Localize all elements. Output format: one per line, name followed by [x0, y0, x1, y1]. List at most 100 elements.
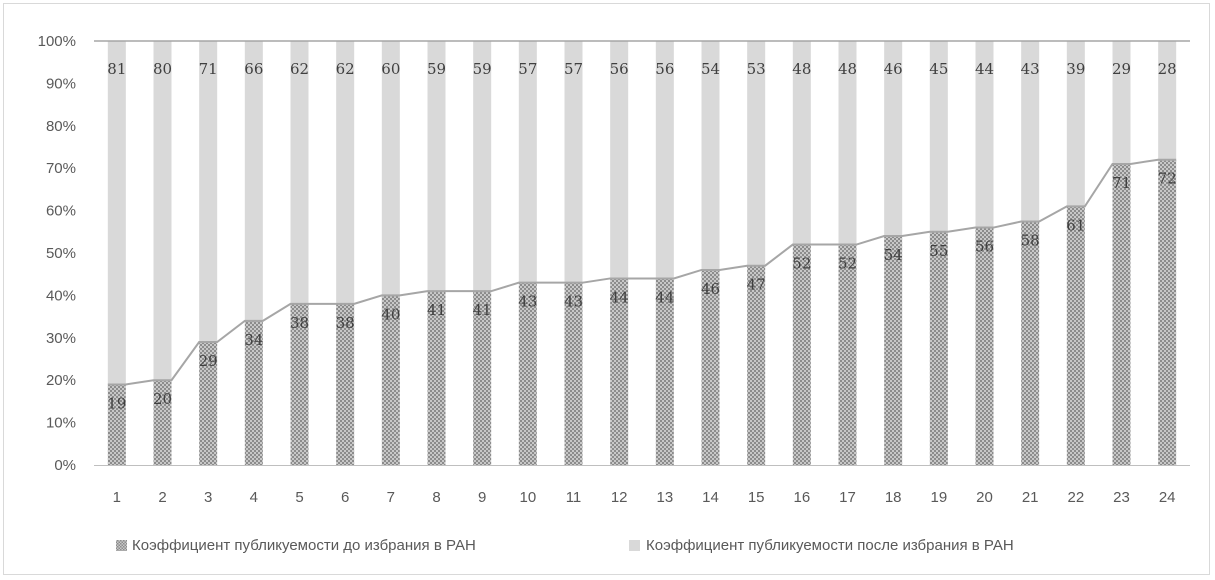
bar-after-14 — [701, 41, 720, 270]
bar-before-17 — [838, 244, 857, 465]
bar-before-2 — [153, 380, 172, 465]
bar-after-5 — [290, 41, 309, 304]
data-label-after: 48 — [838, 60, 857, 78]
y-tick-label: 60% — [46, 203, 76, 220]
x-tick-label: 5 — [295, 489, 303, 506]
bar-after-1 — [107, 41, 126, 385]
bar-before-14 — [701, 269, 720, 465]
bar-after-13 — [655, 41, 674, 279]
data-label-before: 41 — [427, 301, 446, 319]
y-tick-label: 50% — [46, 245, 76, 262]
data-label-after: 29 — [1112, 60, 1131, 78]
data-label-after: 60 — [381, 60, 400, 78]
legend-label-after: Коэффициент публикуемости после избрания… — [646, 537, 1014, 554]
x-tick-label: 16 — [793, 489, 810, 506]
x-tick-label: 7 — [387, 489, 395, 506]
x-tick-label: 20 — [976, 489, 993, 506]
data-label-before: 20 — [153, 390, 172, 408]
data-label-before: 54 — [884, 246, 903, 264]
bar-before-8 — [427, 291, 446, 465]
bar-after-22 — [1066, 41, 1085, 207]
data-label-after: 48 — [792, 60, 811, 78]
legend-swatch-after — [629, 540, 640, 551]
y-tick-label: 80% — [46, 118, 76, 135]
data-label-before: 52 — [838, 255, 857, 273]
bar-after-3 — [199, 41, 218, 343]
data-label-after: 43 — [1021, 60, 1040, 78]
data-label-after: 45 — [929, 60, 948, 78]
data-label-before: 72 — [1158, 170, 1177, 188]
data-label-after: 44 — [975, 60, 994, 78]
x-tick-label: 3 — [204, 489, 212, 506]
y-tick-label: 10% — [46, 415, 76, 432]
bar-before-10 — [518, 282, 537, 465]
data-label-after: 54 — [701, 60, 720, 78]
bar-after-23 — [1112, 41, 1131, 164]
data-label-before: 19 — [107, 394, 126, 412]
data-label-before: 56 — [975, 238, 994, 256]
bar-before-13 — [655, 278, 674, 465]
x-tick-label: 22 — [1067, 489, 1084, 506]
x-tick-label: 11 — [566, 489, 582, 506]
bar-after-7 — [381, 41, 400, 296]
data-label-after: 56 — [610, 60, 629, 78]
x-tick-label: 19 — [930, 489, 947, 506]
bar-before-1 — [107, 384, 126, 465]
bar-after-18 — [884, 41, 903, 237]
bar-after-6 — [336, 41, 355, 304]
y-tick-label: 20% — [46, 372, 76, 389]
x-tick-label: 9 — [478, 489, 486, 506]
data-label-before: 44 — [610, 288, 629, 306]
series-line — [107, 158, 1177, 386]
data-label-before: 41 — [473, 301, 492, 319]
bar-before-20 — [975, 227, 994, 465]
x-tick-label: 6 — [341, 489, 349, 506]
bar-after-15 — [747, 41, 766, 266]
bar-after-4 — [244, 41, 263, 321]
data-label-after: 39 — [1066, 60, 1085, 78]
bar-before-7 — [381, 295, 400, 465]
x-tick-label: 12 — [611, 489, 628, 506]
legend-label-before: Коэффициент публикуемости до избрания в … — [132, 537, 476, 554]
data-label-before: 40 — [381, 305, 400, 323]
data-label-before: 44 — [655, 288, 674, 306]
data-label-before: 47 — [747, 276, 766, 294]
data-label-before: 43 — [564, 293, 583, 311]
x-tick-label: 1 — [113, 489, 121, 506]
bar-before-11 — [564, 282, 583, 465]
data-label-before: 52 — [792, 255, 811, 273]
bar-before-24 — [1158, 159, 1177, 465]
data-label-after: 56 — [655, 60, 674, 78]
data-label-before: 38 — [336, 314, 355, 332]
x-tick-label: 2 — [158, 489, 166, 506]
boundary-line — [107, 158, 1177, 386]
x-tick-label: 18 — [885, 489, 902, 506]
x-tick-label: 15 — [748, 489, 765, 506]
bar-before-22 — [1066, 206, 1085, 466]
bar-after-16 — [792, 41, 811, 245]
bar-after-12 — [610, 41, 629, 279]
data-label-after: 66 — [244, 60, 263, 78]
bar-after-10 — [518, 41, 537, 283]
legend-swatch-before — [116, 540, 127, 551]
y-axis: 0% 10% 20% 30% 40% 50% 60% 70% 80% 90% 100% — [38, 33, 76, 474]
data-label-after: 80 — [153, 60, 172, 78]
bar-after-8 — [427, 41, 446, 292]
x-axis: 1 2 3 4 5 6 7 8 9 10 11 12 13 14 15 16 17 18 19 20 21 22 23 24 — [94, 465, 1190, 506]
data-label-before: 61 — [1066, 216, 1085, 234]
bar-before-5 — [290, 303, 309, 465]
bar-before-6 — [336, 303, 355, 465]
data-label-after: 59 — [427, 60, 446, 78]
data-label-after: 71 — [199, 60, 218, 78]
data-label-before: 38 — [290, 314, 309, 332]
data-label-before: 71 — [1112, 174, 1131, 192]
x-tick-label: 23 — [1113, 489, 1130, 506]
x-tick-label: 8 — [432, 489, 440, 506]
y-tick-label: 90% — [46, 75, 76, 92]
data-label-before: 34 — [244, 331, 263, 349]
data-label-after: 62 — [336, 60, 355, 78]
data-label-after: 57 — [564, 60, 583, 78]
data-label-after: 28 — [1158, 60, 1177, 78]
bar-before-16 — [792, 244, 811, 465]
x-tick-label: 24 — [1159, 489, 1176, 506]
